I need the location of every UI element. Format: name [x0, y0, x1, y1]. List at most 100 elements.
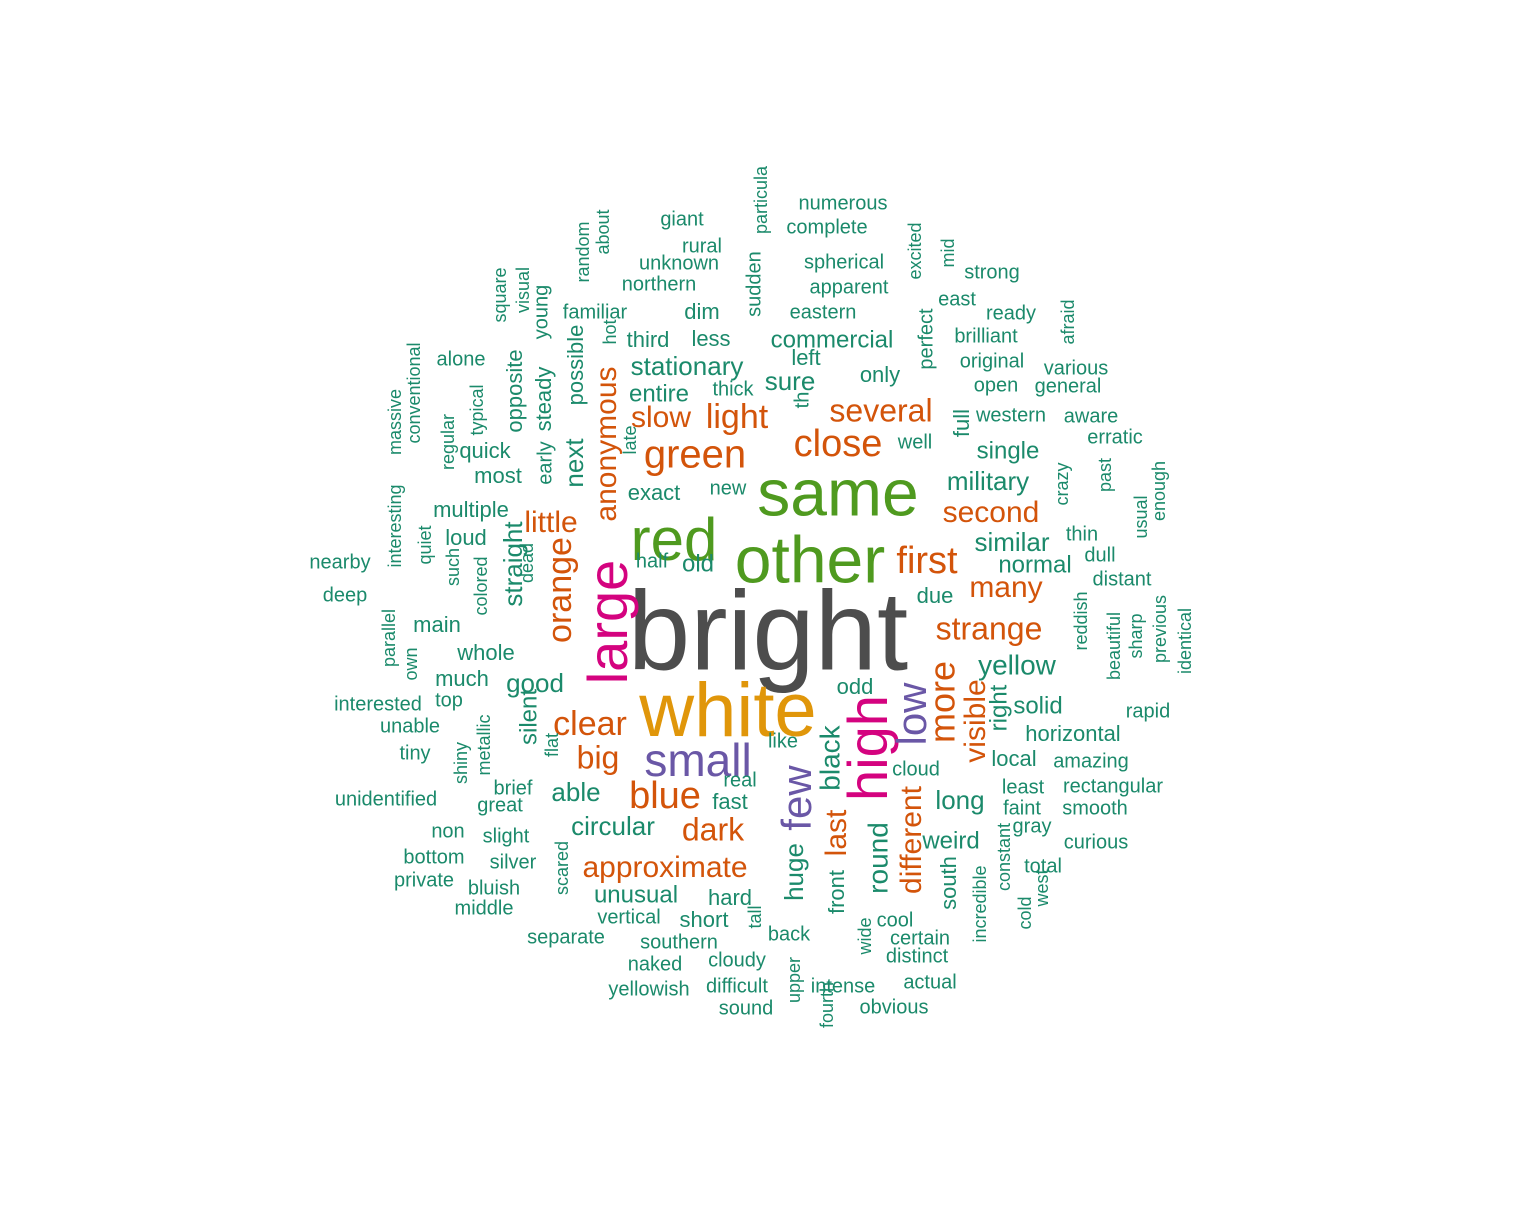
word-certain: certain [890, 927, 950, 949]
word-wide: wide [855, 917, 875, 955]
word-reddish: reddish [1071, 591, 1091, 650]
word-slow: slow [631, 401, 691, 434]
word-numerous: numerous [799, 192, 888, 214]
word-naked: naked [628, 953, 683, 975]
word-strong: strong [964, 261, 1020, 283]
word-bottom: bottom [403, 846, 464, 868]
word-fourth: fourth [817, 982, 837, 1028]
word-first: first [896, 540, 958, 582]
word-similar: similar [974, 527, 1049, 557]
word-unusual: unusual [594, 881, 678, 908]
word-own: own [401, 647, 421, 680]
word-cloud: cloud [892, 758, 940, 780]
word-few: few [773, 765, 820, 831]
word-military: military [947, 466, 1029, 496]
word-quick: quick [459, 438, 511, 463]
word-regular: regular [438, 414, 458, 470]
word-same: same [757, 455, 918, 529]
word-local: local [991, 746, 1036, 771]
word-large: large [576, 560, 639, 685]
word-anonymous: anonymous [590, 366, 623, 521]
word-shiny: shiny [451, 742, 471, 784]
word-low: low [888, 682, 935, 746]
word-crazy: crazy [1052, 462, 1072, 505]
word-enough: enough [1149, 461, 1169, 521]
word-scared: scared [552, 841, 572, 895]
word-eastern: eastern [790, 301, 857, 323]
word-great: great [477, 794, 523, 816]
word-light: light [706, 398, 769, 436]
word-yellowish: yellowish [608, 978, 689, 1000]
word-typical: typical [467, 384, 487, 435]
word-straight: straight [498, 521, 528, 607]
word-possible: possible [563, 325, 588, 406]
word-past: past [1095, 458, 1115, 492]
word-alone: alone [437, 348, 486, 370]
word-middle: middle [455, 897, 514, 919]
word-real: real [723, 769, 756, 791]
word-unable: unable [380, 715, 440, 737]
word-orange: orange [541, 537, 579, 643]
word-tiny: tiny [399, 742, 430, 764]
word-usual: usual [1131, 495, 1151, 538]
word-unidentified: unidentified [335, 788, 437, 810]
word-old: old [682, 550, 714, 577]
word-cloudy: cloudy [708, 949, 766, 971]
word-gray: gray [1013, 815, 1052, 837]
word-approximate: approximate [582, 851, 747, 884]
word-visual: visual [513, 267, 533, 313]
word-blue: blue [629, 775, 701, 817]
word-private: private [394, 869, 454, 891]
word-hard: hard [708, 885, 752, 910]
word-brilliant: brilliant [954, 325, 1018, 347]
word-unknown: unknown [639, 252, 719, 274]
word-strange: strange [936, 610, 1043, 646]
word-dim: dim [684, 299, 719, 324]
word-sharp: sharp [1126, 613, 1146, 658]
word-clear: clear [553, 705, 627, 743]
word-young: young [530, 285, 552, 340]
word-more: more [922, 661, 963, 743]
word-steady: steady [531, 367, 556, 432]
word-commercial: commercial [771, 326, 894, 353]
word-distinct: distinct [886, 945, 949, 967]
word-loud: loud [445, 525, 487, 550]
word-sudden: sudden [743, 251, 765, 317]
word-top: top [435, 689, 463, 711]
word-left: left [791, 345, 820, 370]
word-due: due [917, 583, 954, 608]
word-silent: silent [515, 689, 542, 745]
word-east: east [938, 288, 976, 310]
word-back: back [768, 923, 811, 945]
word-total: total [1024, 855, 1062, 877]
word-least: least [1002, 776, 1045, 798]
word-multiple: multiple [433, 497, 509, 522]
word-various: various [1044, 357, 1108, 379]
word-long: long [935, 785, 984, 815]
word-black: black [814, 724, 845, 790]
word-white: white [638, 668, 816, 753]
word-able: able [551, 777, 600, 807]
word-bright: bright [628, 569, 908, 694]
word-high: high [836, 695, 899, 801]
word-main: main [413, 612, 461, 637]
word-flat: flat [542, 733, 562, 757]
word-interested: interested [334, 693, 422, 715]
word-many: many [969, 571, 1042, 604]
word-short: short [680, 907, 729, 932]
word-massive: massive [385, 389, 405, 455]
word-dark: dark [682, 811, 745, 847]
word-parallel: parallel [379, 609, 399, 667]
word-other: other [735, 522, 885, 596]
word-weird: weird [921, 827, 979, 854]
word-distant: distant [1093, 568, 1152, 590]
word-th: th [791, 392, 813, 409]
word-hot: hot [600, 319, 620, 344]
word-perfect: perfect [915, 308, 937, 370]
word-new: new [710, 477, 747, 499]
word-like: like [768, 730, 798, 752]
word-familiar: familiar [563, 301, 628, 323]
word-small: small [644, 734, 751, 786]
